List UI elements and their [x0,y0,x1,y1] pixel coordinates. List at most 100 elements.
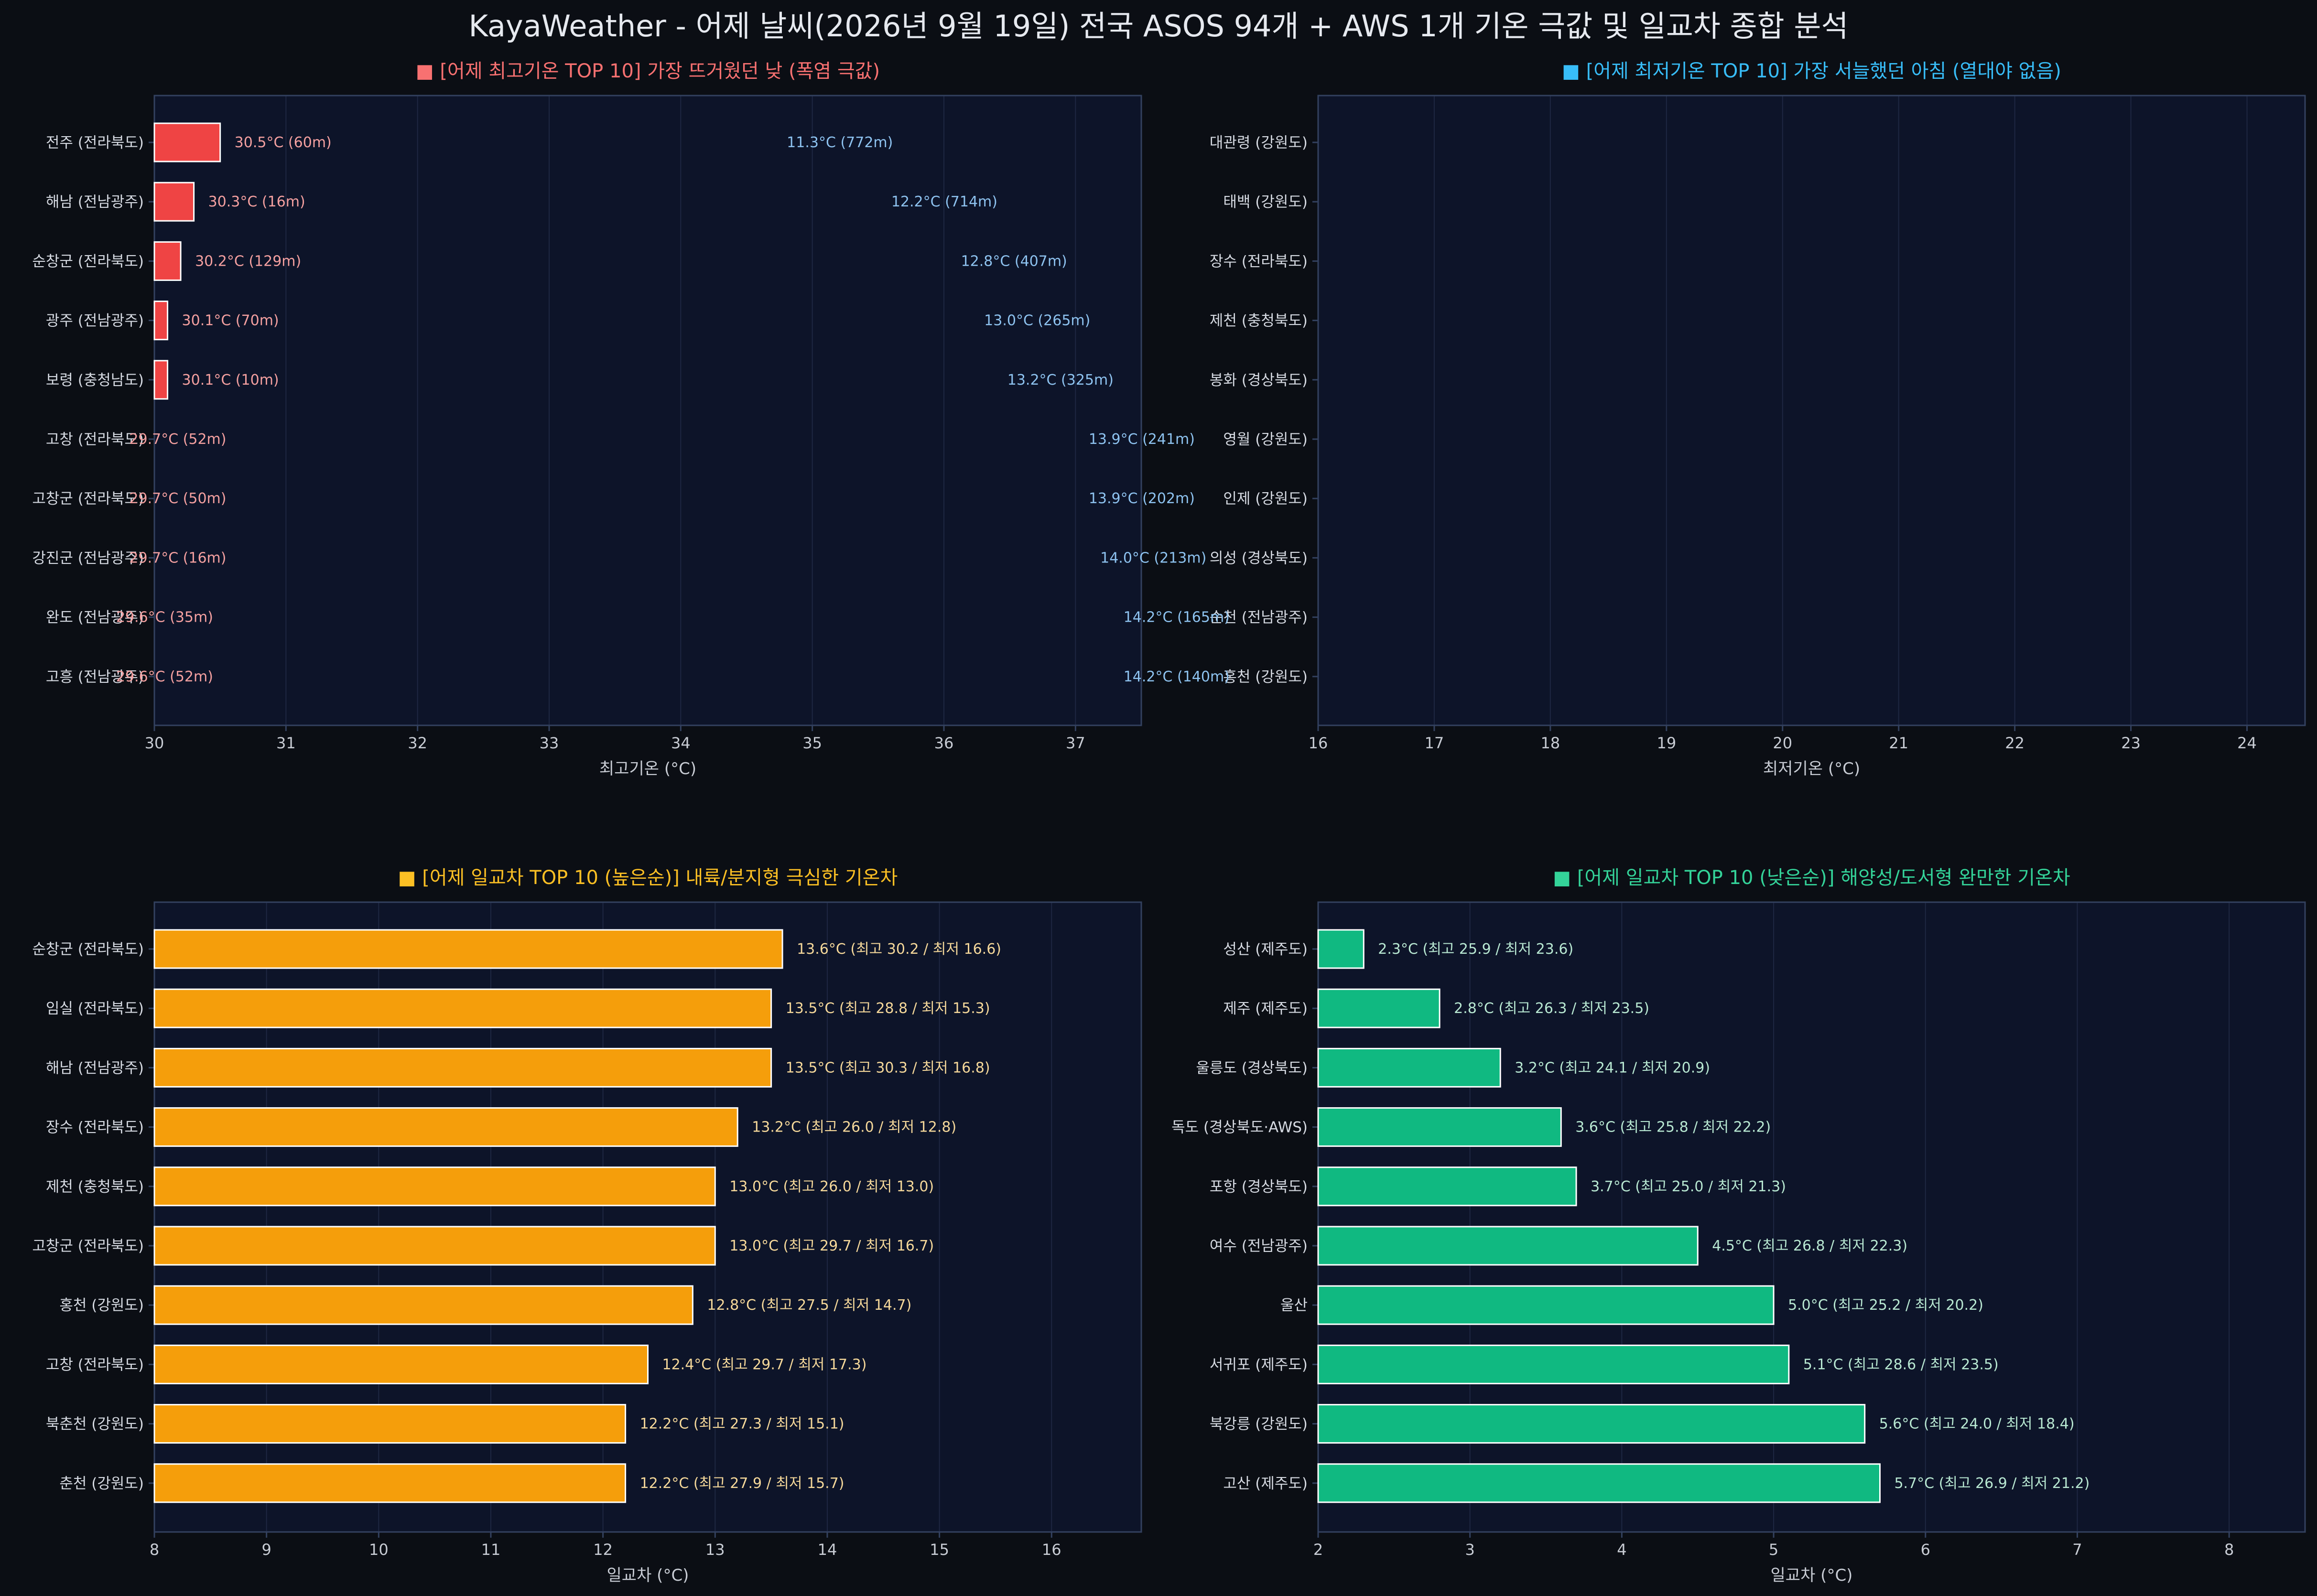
max-temp-data-label: 29.6°C (35m) [116,609,213,626]
max-temp-panel-title: ■ [어제 최고기온 TOP 10] 가장 뜨거웠던 낮 (폭염 극값) [416,60,880,82]
min-temp-category-label: 순천 (전남광주) [1210,609,1308,626]
max-temp-data-label: 30.1°C (10m) [182,372,279,388]
max-temp-category-label: 광주 (전남광주) [46,313,144,330]
min-temp-data-label: 13.9°C (202m) [1089,490,1195,507]
max-temp-x-tick-label: 34 [671,734,691,752]
range-low-category-label: 독도 (경상북도·AWS) [1171,1119,1308,1136]
range-high-x-tick-label: 8 [150,1541,159,1559]
range-low-bar [1317,1166,1577,1207]
max-temp-frame [153,95,1142,726]
range-low-category-label: 성산 (제주도) [1223,941,1308,958]
main-title: KayaWeather - 어제 날씨(2026년 9월 19일) 전국 ASO… [468,9,1849,43]
min-temp-data-label: 13.9°C (241m) [1089,431,1195,448]
range-low-bar [1317,1404,1866,1444]
min-temp-plot-area [1318,96,2305,725]
range-high-category-label: 고창 (전라북도) [46,1356,144,1373]
max-temp-bar [153,360,169,400]
range-high-bar [153,1404,627,1444]
max-temp-data-label: 29.7°C (52m) [129,431,226,448]
range-low-data-label: 5.1°C (최고 28.6 / 최저 23.5) [1803,1356,1999,1373]
min-temp-category-label: 제천 (충청북도) [1210,313,1308,330]
range-low-x-tick-label: 2 [1313,1541,1323,1559]
range-high-x-tick-label: 9 [261,1541,271,1559]
range-high-bar [153,1285,693,1325]
min-temp-data-label: 11.3°C (772m) [787,134,893,151]
range-high-x-tick-label: 12 [593,1541,613,1559]
max-temp-category-label: 완도 (전남광주) [46,609,144,626]
min-temp-category-label: 봉화 (경상북도) [1210,372,1308,389]
range-high-bar [153,929,783,969]
max-temp-category-label: 보령 (충청남도) [46,372,144,389]
range-low-bar [1317,1285,1775,1325]
range-high-bar [153,988,772,1028]
range-low-category-label: 서귀포 (제주도) [1210,1356,1308,1373]
max-temp-plot-area [154,96,1141,725]
range-low-bar [1317,1226,1699,1266]
range-low-bar [1317,1344,1790,1384]
range-low-x-tick-label: 4 [1617,1541,1626,1559]
range-low-data-label: 2.8°C (최고 26.3 / 최저 23.5) [1454,1000,1649,1017]
min-temp-data-label: 13.2°C (325m) [1007,372,1114,388]
range-high-data-label: 12.2°C (최고 27.9 / 최저 15.7) [640,1475,845,1492]
range-low-data-label: 4.5°C (최고 26.8 / 최저 22.3) [1712,1238,1907,1254]
max-temp-bar [153,301,169,341]
range-high-bar [153,1463,627,1503]
max-temp-category-label: 강진군 (전남광주) [32,550,144,567]
max-temp-data-label: 30.3°C (16m) [208,194,305,210]
range-high-category-label: 장수 (전라북도) [46,1119,144,1136]
range-high-x-tick-label: 14 [818,1541,837,1559]
max-temp-x-tick-label: 33 [540,734,559,752]
range-high-frame [153,901,1142,1533]
min-temp-data-label: 14.2°C (165m) [1124,609,1230,626]
min-temp-x-tick-label: 16 [1309,734,1328,752]
min-temp-data-label: 13.0°C (265m) [984,313,1090,329]
range-low-bar [1317,1107,1562,1147]
min-temp-x-tick-label: 21 [1889,734,1908,752]
range-low-category-label: 고산 (제주도) [1223,1475,1308,1492]
max-temp-x-axis-label: 최고기온 (°C) [599,759,696,778]
range-high-x-tick-label: 13 [705,1541,725,1559]
max-temp-category-label: 고창 (전라북도) [46,431,144,448]
min-temp-x-tick-label: 20 [1773,734,1792,752]
max-temp-x-tick-label: 30 [145,734,164,752]
range-low-x-axis-label: 일교차 (°C) [1771,1566,1853,1585]
max-temp-bar [153,182,195,222]
range-high-bar [153,1107,738,1147]
max-temp-bar [153,241,182,281]
range-low-bar [1317,1463,1881,1503]
range-low-x-tick-label: 8 [2224,1541,2234,1559]
max-temp-x-tick-label: 37 [1066,734,1085,752]
range-high-data-label: 13.0°C (최고 29.7 / 최저 16.7) [729,1238,934,1254]
min-temp-category-label: 대관령 (강원도) [1210,134,1308,151]
range-low-x-tick-label: 7 [2072,1541,2082,1559]
range-low-data-label: 5.7°C (최고 26.9 / 최저 21.2) [1894,1475,2090,1492]
max-temp-x-tick-label: 32 [408,734,427,752]
range-high-bar [153,1344,649,1384]
min-temp-x-tick-label: 23 [2121,734,2141,752]
range-low-category-label: 여수 (전남광주) [1210,1238,1308,1255]
max-temp-data-label: 30.1°C (70m) [182,313,279,329]
min-temp-x-axis-label: 최저기온 (°C) [1763,759,1860,778]
range-high-data-label: 13.5°C (최고 30.3 / 최저 16.8) [786,1059,990,1076]
range-low-data-label: 3.7°C (최고 25.0 / 최저 21.3) [1591,1178,1786,1195]
max-temp-x-tick-label: 31 [276,734,296,752]
range-low-x-tick-label: 5 [1769,1541,1778,1559]
range-high-data-label: 12.2°C (최고 27.3 / 최저 15.1) [640,1416,845,1433]
range-high-bar [153,1226,716,1266]
max-temp-data-label: 29.6°C (52m) [116,669,213,685]
max-temp-x-tick-label: 36 [934,734,954,752]
range-high-category-label: 순창군 (전라북도) [32,941,144,958]
range-low-category-label: 포항 (경상북도) [1210,1178,1308,1196]
min-temp-data-label: 12.8°C (407m) [961,253,1067,270]
min-temp-frame [1317,95,2306,726]
max-temp-data-label: 30.2°C (129m) [195,253,301,270]
range-high-category-label: 고창군 (전라북도) [32,1238,144,1255]
range-low-data-label: 3.6°C (최고 25.8 / 최저 22.2) [1575,1119,1771,1136]
range-low-panel-title: ■ [어제 일교차 TOP 10 (낮은순)] 해양성/도서형 완만한 기온차 [1553,867,2070,889]
range-high-category-label: 해남 (전남광주) [46,1059,144,1077]
range-low-x-tick-label: 3 [1465,1541,1475,1559]
max-temp-category-label: 전주 (전라북도) [46,134,144,151]
max-temp-category-label: 고창군 (전라북도) [32,490,144,507]
range-high-data-label: 13.2°C (최고 26.0 / 최저 12.8) [752,1119,956,1136]
min-temp-x-tick-label: 19 [1657,734,1676,752]
